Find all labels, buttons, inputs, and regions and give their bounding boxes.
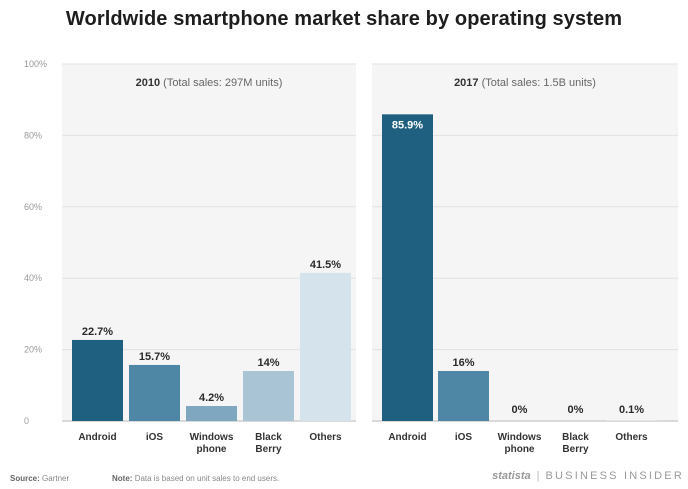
x-tick-label: Others xyxy=(309,432,342,443)
x-tick-label: Android xyxy=(78,432,116,443)
x-tick-label: Berry xyxy=(562,444,589,455)
y-tick-label: 40% xyxy=(24,273,42,283)
data-label: 0% xyxy=(568,404,584,416)
note-label: Note: xyxy=(112,474,133,483)
bar-2010-black-berry xyxy=(243,371,294,421)
y-tick-label: 20% xyxy=(24,345,42,355)
x-tick-label: Black xyxy=(255,432,282,443)
statista-logo: statista xyxy=(492,470,531,482)
data-label: 14% xyxy=(257,357,279,369)
business-insider-logo: BUSINESS INSIDER xyxy=(545,470,684,482)
y-tick-label: 80% xyxy=(24,130,42,140)
chart-title: Worldwide smartphone market share by ope… xyxy=(65,8,623,30)
data-label: 16% xyxy=(452,357,474,369)
data-label: 0% xyxy=(512,404,528,416)
x-tick-label: Windows xyxy=(498,432,542,443)
panel-title-note: (Total sales: 1.5B units) xyxy=(482,77,596,89)
bar-2017-android xyxy=(382,114,433,421)
data-label: 41.5% xyxy=(310,259,341,271)
panel-titles: 2010 (Total sales: 297M units) 2017 (Tota… xyxy=(136,77,596,89)
bar-2010-others xyxy=(300,272,351,421)
source-text: Source: Gartner xyxy=(10,474,69,483)
bar-2017-ios xyxy=(438,371,489,421)
y-axis: 0 20% 40% 60% 80% 100% xyxy=(24,59,47,426)
y-tick-label: 0 xyxy=(24,416,29,426)
y-tick-label: 100% xyxy=(24,59,47,69)
brand-separator: | xyxy=(536,470,540,482)
data-label: 85.9% xyxy=(392,119,423,131)
x-tick-label: Black xyxy=(562,432,589,443)
x-tick-label: phone xyxy=(197,444,227,455)
bar-2010-ios xyxy=(129,364,180,421)
panel-title-year: 2017 xyxy=(454,77,482,89)
note-value: Data is based on unit sales to end users… xyxy=(134,474,280,483)
brand: statista | BUSINESS INSIDER xyxy=(492,470,684,482)
bar-2010-windows-phone xyxy=(186,406,237,421)
data-label: 0.1% xyxy=(619,404,644,416)
value-labels: 22.7% 15.7% 4.2% 14% 41.5% 85.9% 16% 0% 0% 0.1% xyxy=(82,119,644,416)
bar-2010-android xyxy=(72,339,123,421)
source-label: Source: xyxy=(10,474,40,483)
panel-title: 2010 (Total sales: 297M units) xyxy=(136,77,283,89)
x-tick-label: phone xyxy=(505,444,535,455)
panel-title-year: 2010 xyxy=(136,77,164,89)
market-share-chart: 0 20% 40% 60% 80% 100% 22.7% 15.7% 4.2% 14% 41.5%… xyxy=(24,59,678,455)
x-tick-label: iOS xyxy=(146,432,164,443)
x-tick-label: iOS xyxy=(455,432,473,443)
bars xyxy=(72,114,657,421)
panel-title-note: (Total sales: 297M units) xyxy=(163,77,282,89)
footer: Source: Gartner Note: Data is based on u… xyxy=(0,467,688,489)
x-tick-label: Android xyxy=(388,432,426,443)
source-value: Gartner xyxy=(42,474,70,483)
y-tick-label: 60% xyxy=(24,202,42,212)
data-label: 4.2% xyxy=(199,392,224,404)
x-tick-label: Windows xyxy=(190,432,234,443)
note-text: Note: Data is based on unit sales to end… xyxy=(112,474,279,483)
panel-title: 2017 (Total sales: 1.5B units) xyxy=(454,77,596,89)
x-tick-label: Berry xyxy=(255,444,282,455)
data-label: 22.7% xyxy=(82,326,113,338)
x-tick-label: Others xyxy=(615,432,648,443)
data-label: 15.7% xyxy=(139,351,170,363)
